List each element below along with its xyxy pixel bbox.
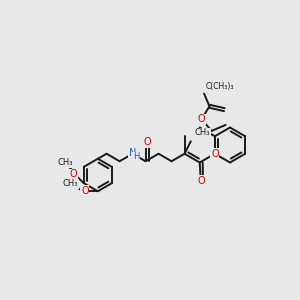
Text: O: O [197,176,205,185]
Text: C(CH₃)₃: C(CH₃)₃ [205,82,234,91]
Text: O: O [198,114,206,124]
Text: CH₃: CH₃ [57,158,73,167]
Text: CH₃: CH₃ [63,179,78,188]
Text: O: O [81,186,89,196]
Text: N: N [129,148,136,158]
Text: O: O [211,149,219,159]
Text: CH₃: CH₃ [194,128,210,137]
Text: H: H [133,152,140,161]
Text: O: O [143,137,151,147]
Text: O: O [70,169,78,179]
